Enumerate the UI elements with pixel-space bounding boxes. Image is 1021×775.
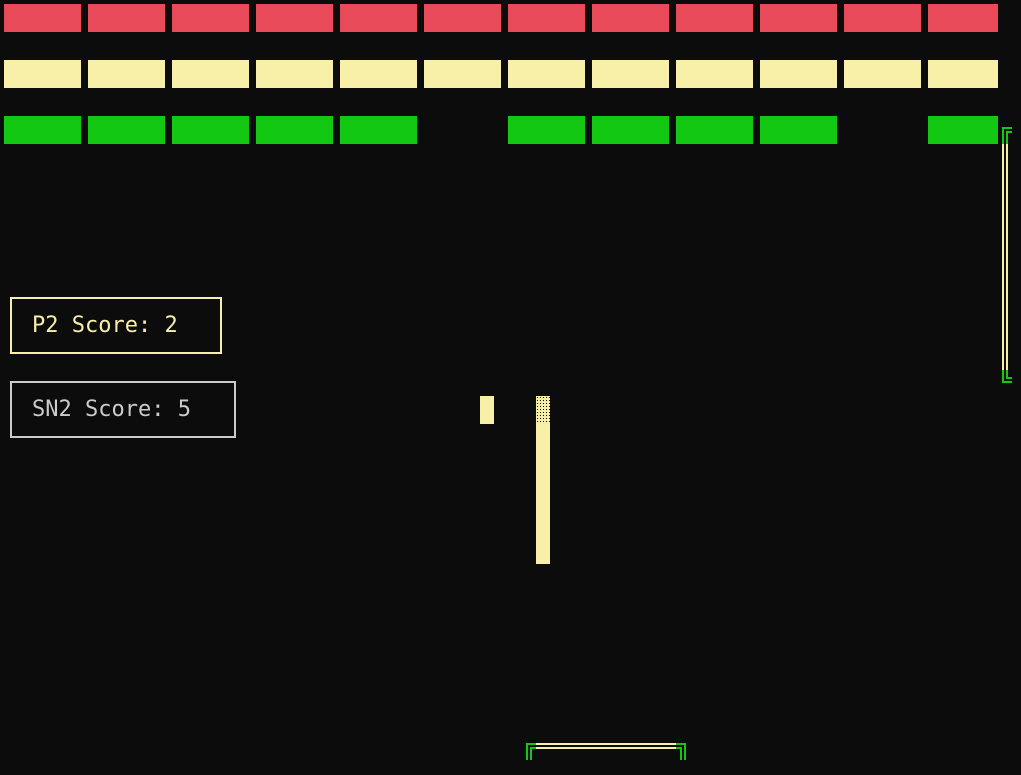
brick-red [424,4,501,32]
brick-green [760,116,837,144]
brick-green [172,116,249,144]
snake [536,396,550,564]
brick-yellow [844,60,921,88]
brick-red [172,4,249,32]
p2-score-text: P2 Score: 2 [32,313,178,338]
brick-yellow [4,60,81,88]
ball [480,396,494,424]
bottom-paddle [526,743,686,760]
brick-red [760,4,837,32]
brick-yellow [928,60,998,88]
snake-head [536,396,550,424]
brick-yellow [592,60,669,88]
brick-yellow [88,60,165,88]
brick-red [256,4,333,32]
brick-yellow [256,60,333,88]
brick-green [592,116,669,144]
brick-red [508,4,585,32]
brick-red [340,4,417,32]
brick-red [844,4,921,32]
brick-yellow [340,60,417,88]
brick-red [928,4,998,32]
sn2-score-box: SN2 Score: 5 [10,381,236,438]
brick-green [340,116,417,144]
p2-score-box: P2 Score: 2 [10,297,222,354]
brick-green [928,116,998,144]
brick-red [592,4,669,32]
brick-yellow [508,60,585,88]
right-paddle [1002,127,1012,383]
brick-red [676,4,753,32]
brick-green [4,116,81,144]
brick-red [88,4,165,32]
sn2-score-text: SN2 Score: 5 [32,397,191,422]
brick-green [256,116,333,144]
brick-yellow [424,60,501,88]
brick-green [676,116,753,144]
brick-red [4,4,81,32]
brick-yellow [172,60,249,88]
brick-green [508,116,585,144]
brick-yellow [676,60,753,88]
brick-yellow [760,60,837,88]
brick-green [88,116,165,144]
